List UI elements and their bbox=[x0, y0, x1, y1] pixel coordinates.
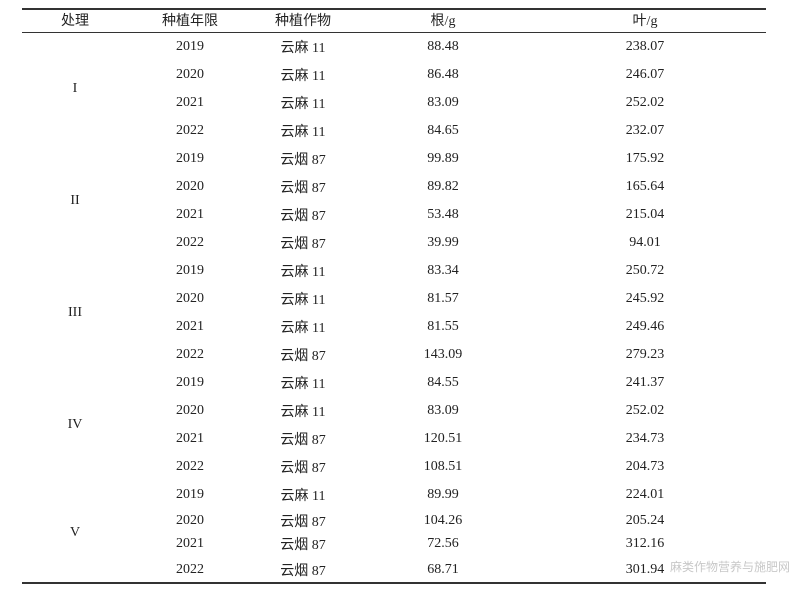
root-weight: 104.26 bbox=[423, 513, 463, 528]
crop: 云麻 11 bbox=[280, 69, 326, 84]
group-label: II bbox=[70, 193, 80, 208]
root-weight: 83.34 bbox=[427, 263, 459, 278]
crop: 云烟 87 bbox=[280, 209, 326, 224]
crop: 云烟 87 bbox=[280, 433, 326, 448]
group-label: V bbox=[69, 524, 81, 540]
year: 2021 bbox=[176, 207, 204, 222]
bottom-rule bbox=[22, 582, 766, 584]
year: 2021 bbox=[176, 431, 204, 446]
root-weight: 143.09 bbox=[423, 347, 463, 362]
top-rule bbox=[22, 8, 766, 10]
leaf-weight: 204.73 bbox=[625, 459, 665, 474]
year: 2019 bbox=[176, 263, 204, 278]
root-weight: 53.48 bbox=[427, 207, 459, 222]
root-weight: 83.09 bbox=[427, 95, 459, 110]
leaf-weight: 224.01 bbox=[625, 487, 665, 502]
year: 2020 bbox=[176, 513, 204, 528]
root-weight: 99.89 bbox=[427, 151, 459, 166]
crop: 云烟 87 bbox=[280, 461, 326, 476]
crop: 云烟 87 bbox=[280, 237, 326, 252]
root-weight: 84.55 bbox=[427, 375, 459, 390]
group-label: IV bbox=[67, 417, 83, 432]
crop: 云烟 87 bbox=[280, 564, 326, 579]
leaf-weight: 94.01 bbox=[629, 235, 661, 250]
year: 2019 bbox=[176, 151, 204, 166]
crop: 云烟 87 bbox=[280, 538, 326, 553]
year: 2020 bbox=[176, 291, 204, 306]
leaf-weight: 232.07 bbox=[625, 123, 665, 138]
root-weight: 89.82 bbox=[427, 179, 459, 194]
leaf-weight: 205.24 bbox=[625, 513, 665, 528]
root-weight: 68.71 bbox=[427, 562, 459, 577]
crop: 云烟 87 bbox=[280, 153, 326, 168]
leaf-weight: 234.73 bbox=[625, 431, 665, 446]
leaf-weight: 312.16 bbox=[625, 536, 665, 551]
year: 2020 bbox=[176, 403, 204, 418]
year: 2021 bbox=[176, 536, 204, 551]
leaf-weight: 165.64 bbox=[625, 179, 665, 194]
leaf-weight: 249.46 bbox=[625, 319, 665, 334]
crop: 云烟 87 bbox=[280, 349, 326, 364]
year: 2022 bbox=[176, 123, 204, 138]
year: 2020 bbox=[176, 179, 204, 194]
crop: 云麻 11 bbox=[280, 405, 326, 420]
leaf-weight: 279.23 bbox=[625, 347, 665, 362]
crop: 云麻 11 bbox=[280, 489, 326, 504]
leaf-weight: 246.07 bbox=[625, 67, 665, 82]
header-leaf: 叶/g bbox=[632, 14, 658, 29]
year: 2022 bbox=[176, 562, 204, 577]
group-label: I bbox=[72, 81, 78, 96]
leaf-weight: 301.94 bbox=[625, 562, 665, 577]
crop: 云麻 11 bbox=[280, 125, 326, 140]
crop: 云麻 11 bbox=[280, 97, 326, 112]
root-weight: 88.48 bbox=[427, 39, 459, 54]
year: 2019 bbox=[176, 375, 204, 390]
leaf-weight: 215.04 bbox=[625, 207, 665, 222]
crop: 云烟 87 bbox=[280, 181, 326, 196]
root-weight: 81.57 bbox=[427, 291, 459, 306]
root-weight: 72.56 bbox=[427, 536, 459, 551]
root-weight: 120.51 bbox=[423, 431, 463, 446]
year: 2022 bbox=[176, 459, 204, 474]
leaf-weight: 238.07 bbox=[625, 39, 665, 54]
leaf-weight: 252.02 bbox=[625, 403, 665, 418]
year: 2021 bbox=[176, 319, 204, 334]
year: 2019 bbox=[176, 39, 204, 54]
root-weight: 83.09 bbox=[427, 403, 459, 418]
crop: 云麻 11 bbox=[280, 265, 326, 280]
root-weight: 86.48 bbox=[427, 67, 459, 82]
header-crop: 种植作物 bbox=[275, 14, 331, 29]
year: 2019 bbox=[176, 487, 204, 502]
header-rule bbox=[22, 32, 766, 33]
leaf-weight: 175.92 bbox=[625, 151, 665, 166]
watermark: 麻类作物营养与施肥网 bbox=[669, 560, 790, 574]
header-treatment: 处理 bbox=[61, 14, 89, 29]
leaf-weight: 245.92 bbox=[625, 291, 665, 306]
year: 2022 bbox=[176, 235, 204, 250]
group-label: III bbox=[68, 305, 82, 320]
header-root: 根/g bbox=[430, 14, 456, 29]
leaf-weight: 241.37 bbox=[625, 375, 665, 390]
root-weight: 81.55 bbox=[427, 319, 459, 334]
leaf-weight: 250.72 bbox=[625, 263, 665, 278]
year: 2020 bbox=[176, 67, 204, 82]
root-weight: 89.99 bbox=[427, 487, 459, 502]
header-year: 种植年限 bbox=[162, 14, 218, 29]
root-weight: 108.51 bbox=[423, 459, 463, 474]
crop: 云麻 11 bbox=[280, 293, 326, 308]
leaf-weight: 252.02 bbox=[625, 95, 665, 110]
root-weight: 39.99 bbox=[427, 235, 459, 250]
crop: 云麻 11 bbox=[280, 377, 326, 392]
year: 2021 bbox=[176, 95, 204, 110]
crop: 云烟 87 bbox=[280, 515, 326, 530]
crop: 云麻 11 bbox=[280, 41, 326, 56]
year: 2022 bbox=[176, 347, 204, 362]
root-weight: 84.65 bbox=[427, 123, 459, 138]
crop: 云麻 11 bbox=[280, 321, 326, 336]
